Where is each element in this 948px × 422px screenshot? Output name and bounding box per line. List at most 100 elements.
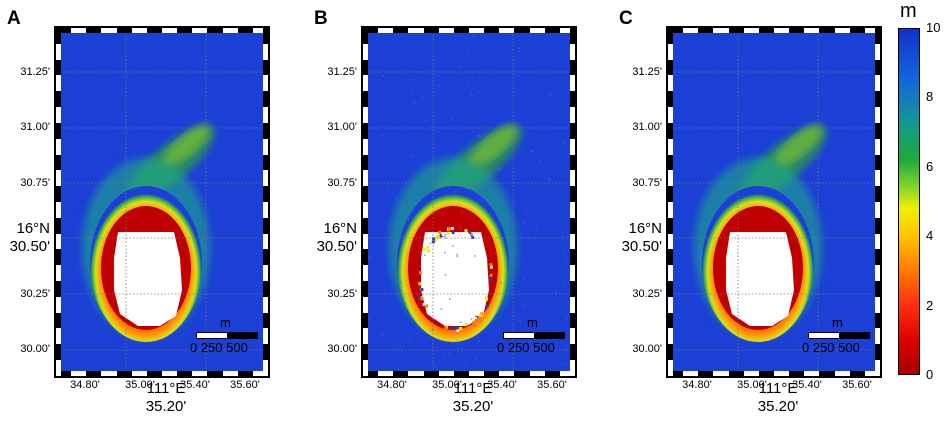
map-area[interactable]: [56, 28, 268, 376]
tick-seg: [223, 371, 238, 376]
tick-seg: [238, 28, 253, 33]
tick-seg: [875, 328, 880, 344]
panel-letter: C: [619, 8, 633, 30]
tick-seg: [668, 218, 673, 234]
colorbar-unit: m: [900, 0, 917, 23]
lon-tick-label: 35.60': [832, 379, 882, 391]
tick-seg: [570, 202, 575, 218]
colorbar: [898, 28, 920, 375]
scale-unit: m: [832, 315, 843, 330]
tick-seg: [424, 28, 439, 33]
tick-seg: [363, 44, 368, 60]
tick-seg: [484, 28, 499, 33]
map-area[interactable]: [363, 28, 575, 376]
tick-seg: [668, 186, 673, 202]
tick-seg: [207, 371, 222, 376]
tick-seg: [71, 371, 86, 376]
tick-seg: [570, 313, 575, 329]
lon-tick-label: 35.60': [527, 379, 577, 391]
tick-seg: [875, 281, 880, 297]
tick-seg: [668, 91, 673, 107]
tick-seg: [668, 202, 673, 218]
tick-seg: [177, 371, 192, 376]
tick-seg: [393, 28, 408, 33]
tick-seg: [363, 155, 368, 171]
tick-seg: [363, 281, 368, 297]
tick-seg: [263, 218, 268, 234]
tick-seg: [86, 371, 101, 376]
tick-seg: [835, 371, 850, 376]
tick-seg: [875, 344, 880, 360]
tick-seg: [875, 265, 880, 281]
tick-seg: [454, 371, 469, 376]
tick-seg: [363, 234, 368, 250]
tick-seg: [804, 28, 819, 33]
tick-seg: [56, 170, 61, 186]
tick-seg: [774, 28, 789, 33]
tick-seg: [56, 75, 61, 91]
lat-tick-label: 30.75': [313, 177, 357, 189]
tick-seg: [875, 91, 880, 107]
tick-seg: [469, 371, 484, 376]
tick-seg: [56, 202, 61, 218]
tick-seg: [875, 170, 880, 186]
tick-seg: [56, 234, 61, 250]
tick-seg: [789, 28, 804, 33]
lat-main-label: 16°N: [0, 220, 50, 237]
tick-seg: [744, 28, 759, 33]
tick-seg: [875, 75, 880, 91]
lon-main-label: 111°E: [126, 380, 206, 397]
lat-tick-label: 30.00': [313, 343, 357, 355]
tick-seg: [56, 139, 61, 155]
tick-seg: [875, 297, 880, 313]
tick-seg: [570, 186, 575, 202]
lat-tick-label: 31.25': [313, 66, 357, 78]
tick-seg: [439, 371, 454, 376]
tick-seg: [263, 44, 268, 60]
tick-seg: [56, 313, 61, 329]
tick-seg: [263, 170, 268, 186]
tick-seg: [56, 360, 61, 376]
tick-seg: [263, 297, 268, 313]
tick-seg: [177, 28, 192, 33]
tick-seg: [86, 28, 101, 33]
tick-seg: [774, 371, 789, 376]
lat-tick-label: 31.00': [6, 121, 50, 133]
tick-seg: [363, 249, 368, 265]
tick-seg: [570, 281, 575, 297]
tick-seg: [56, 218, 61, 234]
tick-seg: [117, 28, 132, 33]
tick-seg: [698, 371, 713, 376]
map-area[interactable]: [668, 28, 880, 376]
tick-seg: [439, 28, 454, 33]
tick-seg: [759, 371, 774, 376]
tick-seg: [378, 28, 393, 33]
tick-seg: [545, 371, 560, 376]
lon-main-label: 111°E: [738, 380, 818, 397]
tick-seg: [499, 371, 514, 376]
plume-raster: [668, 28, 880, 376]
lat-tick-label: 31.25': [618, 66, 662, 78]
tick-seg: [192, 371, 207, 376]
tick-seg: [570, 234, 575, 250]
scale-bar: [503, 332, 565, 339]
tick-seg: [570, 139, 575, 155]
tick-seg: [263, 155, 268, 171]
tick-seg: [668, 155, 673, 171]
tick-seg: [263, 344, 268, 360]
tick-seg: [162, 28, 177, 33]
tick-seg: [162, 371, 177, 376]
tick-seg: [570, 297, 575, 313]
scale-bar: [808, 332, 870, 339]
tick-seg: [363, 265, 368, 281]
tick-seg: [56, 60, 61, 76]
tick-seg: [570, 170, 575, 186]
lon-tick-label: 34.80': [367, 379, 417, 391]
tick-seg: [56, 91, 61, 107]
tick-seg: [570, 75, 575, 91]
tick-seg: [668, 281, 673, 297]
tick-seg: [263, 281, 268, 297]
tick-seg: [759, 28, 774, 33]
tick-seg: [850, 371, 865, 376]
tick-seg: [875, 218, 880, 234]
